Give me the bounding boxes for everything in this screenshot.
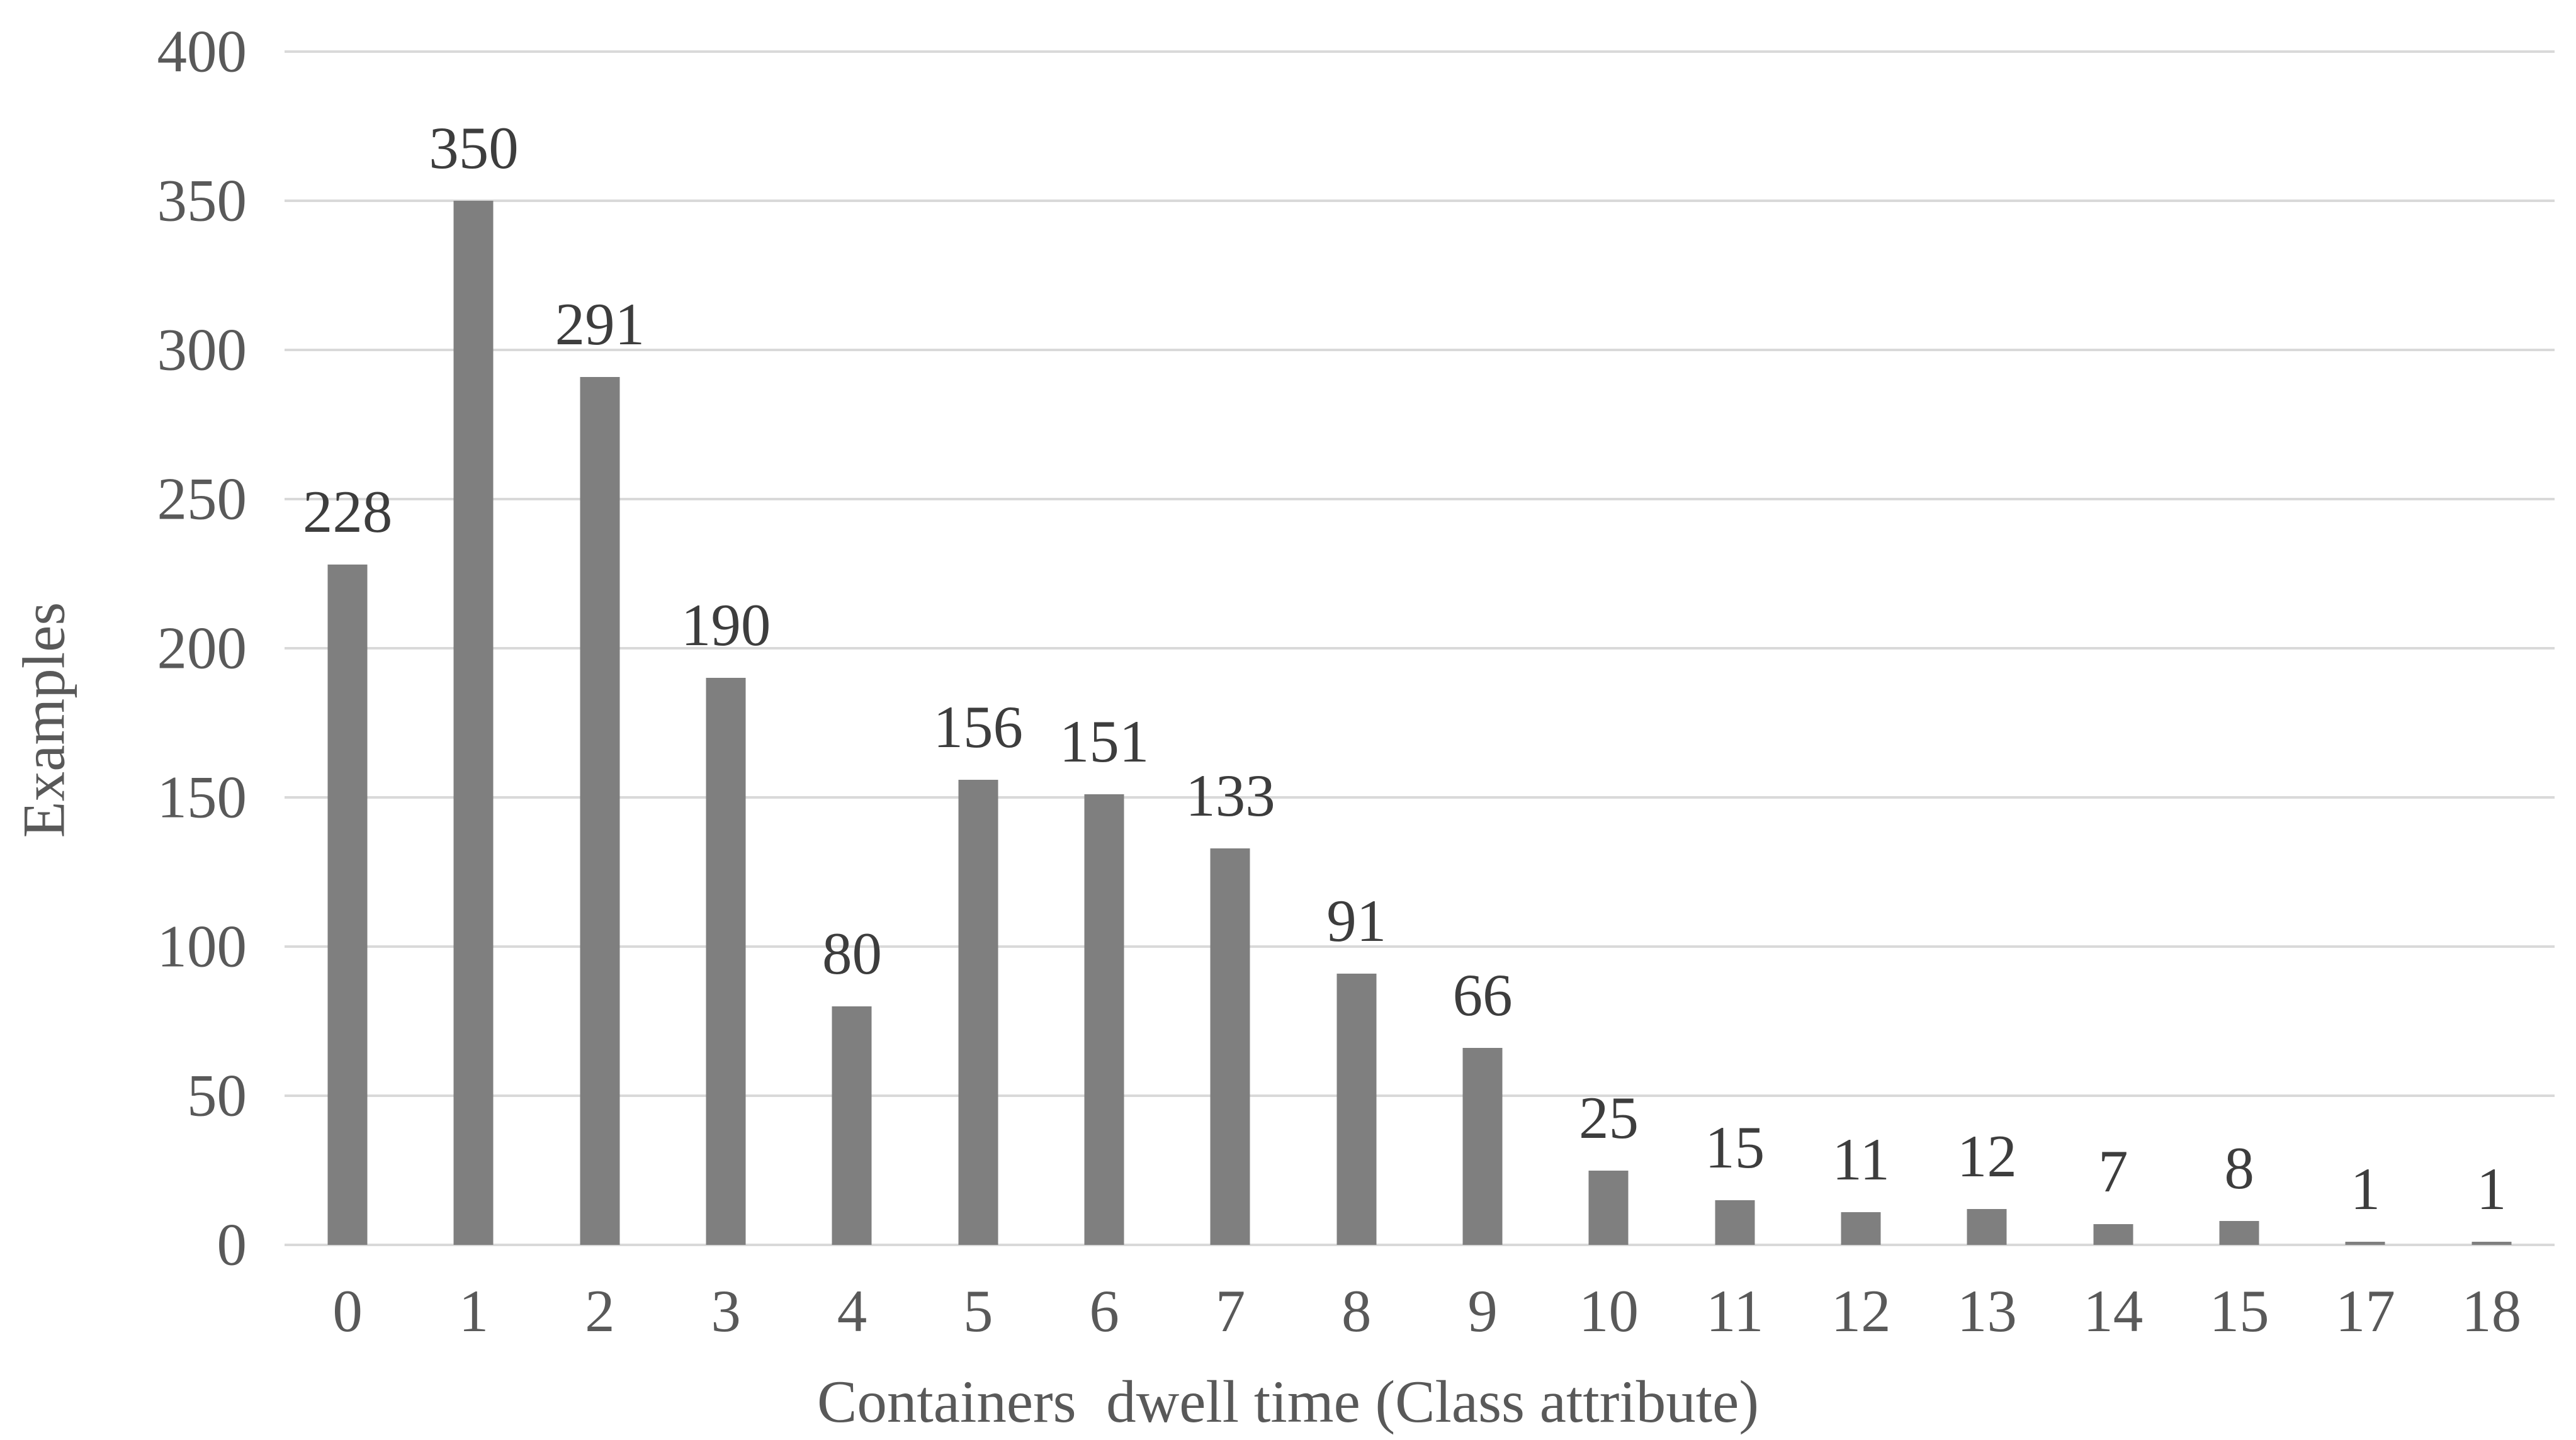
bar-slot: 156 5 bbox=[915, 52, 1041, 1341]
bar-value-label: 291 bbox=[555, 290, 645, 357]
bar-value-label: 350 bbox=[429, 115, 519, 181]
y-axis-tick-label: 100 bbox=[157, 913, 247, 980]
bar bbox=[1210, 848, 1250, 1245]
x-axis-title: Containers dwell time (Class attribute) bbox=[817, 1368, 1759, 1435]
bar bbox=[832, 1006, 872, 1245]
bar bbox=[453, 201, 494, 1245]
bar bbox=[2471, 1242, 2512, 1245]
bar-slot: 12 13 bbox=[1924, 52, 2050, 1341]
gridline bbox=[285, 498, 2555, 500]
bar-value-label: 91 bbox=[1326, 887, 1387, 954]
x-tick-label: 14 bbox=[2083, 1278, 2144, 1344]
bar bbox=[327, 565, 368, 1245]
gridline bbox=[285, 796, 2555, 799]
bar bbox=[706, 678, 746, 1245]
bar-slot: 1 18 bbox=[2429, 52, 2555, 1341]
bar bbox=[2093, 1223, 2133, 1245]
bar-value-label: 1 bbox=[2350, 1156, 2381, 1223]
bar-value-label: 11 bbox=[1832, 1125, 1890, 1193]
bar-slot: 91 8 bbox=[1294, 52, 1420, 1341]
bar-value-label: 1 bbox=[2476, 1156, 2507, 1223]
x-tick-label: 9 bbox=[1467, 1278, 1498, 1344]
gridline bbox=[285, 50, 2555, 53]
bar bbox=[1462, 1048, 1503, 1245]
bar-value-label: 66 bbox=[1452, 962, 1513, 1029]
bar-slot: 291 2 bbox=[537, 52, 663, 1341]
bar-slot: 228 0 bbox=[285, 52, 410, 1341]
x-tick-label: 11 bbox=[1706, 1278, 1764, 1344]
x-tick-label: 18 bbox=[2461, 1278, 2522, 1344]
x-tick-label: 0 bbox=[332, 1278, 363, 1344]
bar bbox=[1841, 1212, 1881, 1245]
bar-value-label: 15 bbox=[1705, 1113, 1765, 1181]
bar bbox=[958, 779, 998, 1245]
bar-slot: 11 12 bbox=[1798, 52, 1924, 1341]
y-axis-tick-label: 150 bbox=[157, 763, 247, 831]
bar-slot: 151 6 bbox=[1041, 52, 1167, 1341]
bar bbox=[1967, 1209, 2007, 1245]
bar-slot: 133 7 bbox=[1167, 52, 1293, 1341]
y-axis-tick-label: 50 bbox=[187, 1062, 247, 1129]
bar-slot: 25 10 bbox=[1545, 52, 1671, 1341]
bar bbox=[2345, 1242, 2385, 1245]
bar-value-label: 12 bbox=[1957, 1123, 2017, 1190]
gridline bbox=[285, 1094, 2555, 1097]
x-tick-label: 15 bbox=[2209, 1278, 2269, 1344]
gridline bbox=[285, 1244, 2555, 1246]
bar bbox=[1336, 973, 1377, 1245]
bar bbox=[580, 376, 620, 1245]
gridline bbox=[285, 647, 2555, 650]
bar-value-label: 156 bbox=[933, 693, 1024, 760]
bar-value-label: 80 bbox=[822, 920, 882, 987]
bar bbox=[1715, 1200, 1755, 1245]
x-tick-label: 12 bbox=[1831, 1278, 1891, 1344]
y-axis-tick-label: 300 bbox=[157, 316, 247, 383]
bar bbox=[1084, 794, 1124, 1245]
y-axis-tick-label: 350 bbox=[157, 167, 247, 234]
bar-slot: 1 17 bbox=[2302, 52, 2428, 1341]
bar bbox=[2219, 1221, 2259, 1245]
x-tick-label: 13 bbox=[1957, 1278, 2017, 1344]
bar-slot: 190 3 bbox=[663, 52, 789, 1341]
x-tick-label: 6 bbox=[1089, 1278, 1119, 1344]
y-axis-tick-label: 400 bbox=[157, 18, 247, 85]
x-tick-label: 1 bbox=[458, 1278, 489, 1344]
bar-slot: 350 1 bbox=[410, 52, 536, 1341]
bar-slot: 66 9 bbox=[1420, 52, 1545, 1341]
x-tick-label: 17 bbox=[2335, 1278, 2395, 1344]
bar-slot: 80 4 bbox=[789, 52, 915, 1341]
bar-value-label: 151 bbox=[1059, 708, 1150, 775]
gridline bbox=[285, 200, 2555, 202]
y-axis-tick-label: 0 bbox=[217, 1211, 247, 1278]
gridline bbox=[285, 945, 2555, 948]
gridline bbox=[285, 349, 2555, 351]
x-tick-label: 2 bbox=[585, 1278, 615, 1344]
plot-area: 0 50 100 150 200 250 300 350 400 228 0 350 1 291 2 190 3… bbox=[157, 21, 2555, 1341]
x-tick-label: 7 bbox=[1215, 1278, 1246, 1344]
bar bbox=[1588, 1170, 1629, 1245]
x-tick-label: 8 bbox=[1342, 1278, 1372, 1344]
bar-slot: 7 14 bbox=[2050, 52, 2176, 1341]
x-tick-label: 10 bbox=[1578, 1278, 1639, 1344]
bar-value-label: 8 bbox=[2224, 1135, 2254, 1202]
y-axis-tick-label: 250 bbox=[157, 465, 247, 532]
x-tick-label: 3 bbox=[711, 1278, 741, 1344]
y-axis-tick-label: 200 bbox=[157, 614, 247, 682]
bar-slot: 8 15 bbox=[2176, 52, 2302, 1341]
bar-value-label: 228 bbox=[302, 478, 393, 546]
x-tick-label: 5 bbox=[963, 1278, 993, 1344]
bar-value-label: 133 bbox=[1185, 762, 1275, 829]
x-tick-label: 4 bbox=[837, 1278, 867, 1344]
bar-value-label: 190 bbox=[681, 592, 771, 659]
bar-value-label: 25 bbox=[1578, 1084, 1639, 1151]
bar-slot: 15 11 bbox=[1672, 52, 1798, 1341]
bars-container: 228 0 350 1 291 2 190 3 80 4 156 5 151 6 133 7 91 8 66 9 25 1… bbox=[285, 52, 2555, 1341]
bar-value-label: 7 bbox=[2098, 1137, 2128, 1205]
